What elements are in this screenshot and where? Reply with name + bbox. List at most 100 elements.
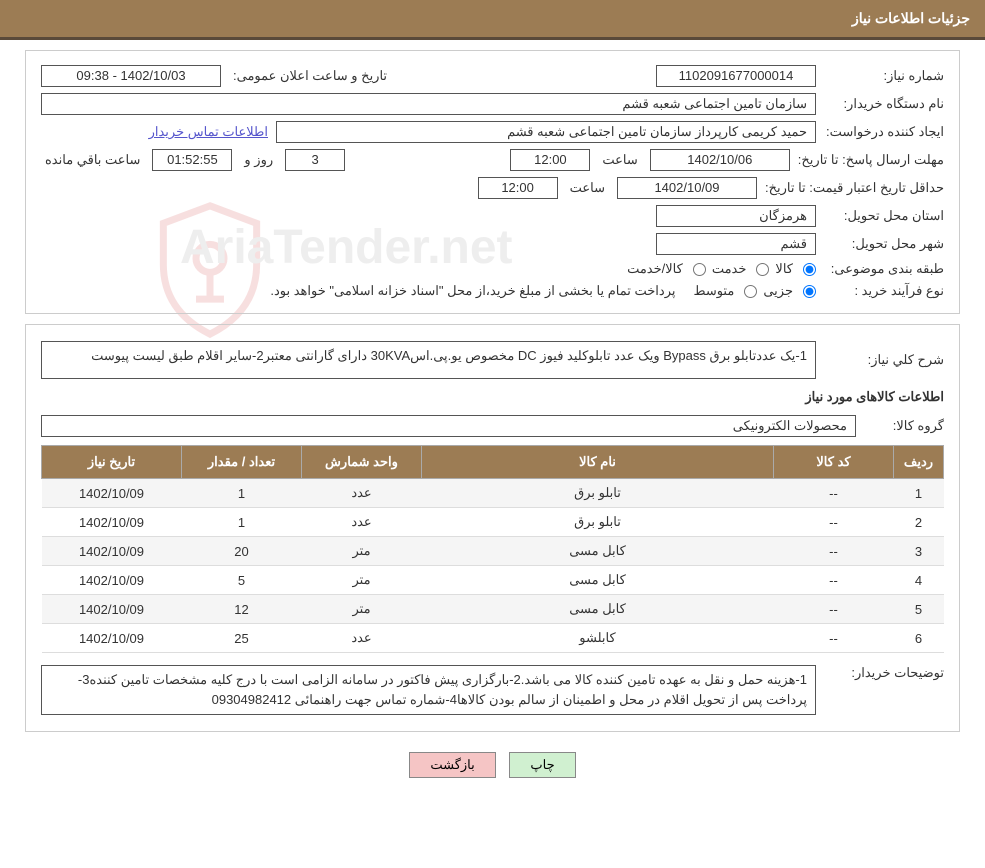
- cell-unit: عدد: [302, 479, 422, 508]
- cell-qty: 5: [182, 566, 302, 595]
- cell-code: --: [774, 566, 894, 595]
- reply-deadline-date: 1402/10/06: [650, 149, 790, 171]
- time-label-2: ساعت: [566, 180, 609, 196]
- cell-date: 1402/10/09: [42, 508, 182, 537]
- cell-unit: متر: [302, 537, 422, 566]
- cell-row: 5: [894, 595, 944, 624]
- table-row: 1--تابلو برقعدد11402/10/09: [42, 479, 944, 508]
- page-header: جزئیات اطلاعات نیاز: [0, 0, 985, 40]
- purchase-partial-radio[interactable]: [803, 285, 816, 298]
- table-row: 4--کابل مسیمتر51402/10/09: [42, 566, 944, 595]
- category-service-radio[interactable]: [756, 263, 769, 276]
- cell-date: 1402/10/09: [42, 479, 182, 508]
- group-value: محصولات الکترونیکی: [41, 415, 856, 437]
- cell-code: --: [774, 508, 894, 537]
- cell-name: کابل مسی: [422, 566, 774, 595]
- table-row: 6--کابلشوعدد251402/10/09: [42, 624, 944, 653]
- th-code: کد کالا: [774, 446, 894, 479]
- th-unit: واحد شمارش: [302, 446, 422, 479]
- days-suffix: روز و: [240, 152, 277, 168]
- cell-date: 1402/10/09: [42, 537, 182, 566]
- cell-date: 1402/10/09: [42, 566, 182, 595]
- details-panel: شماره نیاز: 1102091677000014 تاریخ و ساع…: [25, 50, 960, 314]
- city-label: شهر محل تحویل:: [824, 236, 944, 252]
- cell-qty: 1: [182, 508, 302, 537]
- purchase-partial-label: جزیی: [763, 283, 793, 299]
- description-label: شرح کلي نياز:: [824, 352, 944, 368]
- purchase-note: پرداخت تمام یا بخشی از مبلغ خرید،از محل …: [270, 283, 675, 299]
- th-date: تاریخ نیاز: [42, 446, 182, 479]
- price-validity-date: 1402/10/09: [617, 177, 757, 199]
- purchase-type-label: نوع فرآیند خرید :: [824, 283, 944, 299]
- cell-unit: عدد: [302, 508, 422, 537]
- price-validity-time: 12:00: [478, 177, 558, 199]
- button-row: چاپ بازگشت: [0, 742, 985, 788]
- cell-unit: متر: [302, 595, 422, 624]
- buyer-notes-label: توضیحات خریدار:: [824, 665, 944, 681]
- category-goods-radio[interactable]: [803, 263, 816, 276]
- buyer-org-label: نام دستگاه خریدار:: [824, 96, 944, 112]
- group-label: گروه کالا:: [864, 418, 944, 434]
- announce-date-label: تاریخ و ساعت اعلان عمومی:: [229, 68, 391, 84]
- purchase-medium-label: متوسط: [693, 283, 734, 299]
- th-qty: تعداد / مقدار: [182, 446, 302, 479]
- reply-deadline-label: مهلت ارسال پاسخ: تا تاریخ:: [798, 152, 944, 168]
- reply-deadline-time: 12:00: [510, 149, 590, 171]
- cell-name: کابلشو: [422, 624, 774, 653]
- remaining-label: ساعت باقي مانده: [41, 152, 144, 168]
- category-goods-service-label: کالا/خدمت: [627, 261, 683, 277]
- cell-date: 1402/10/09: [42, 624, 182, 653]
- back-button[interactable]: بازگشت: [409, 752, 495, 778]
- cell-unit: متر: [302, 566, 422, 595]
- buyer-contact-link[interactable]: اطلاعات تماس خریدار: [149, 124, 268, 140]
- cell-row: 3: [894, 537, 944, 566]
- province-value: هرمزگان: [656, 205, 816, 227]
- time-label-1: ساعت: [598, 152, 641, 168]
- cell-qty: 1: [182, 479, 302, 508]
- cell-row: 6: [894, 624, 944, 653]
- category-service-label: خدمت: [712, 261, 747, 277]
- table-row: 2--تابلو برقعدد11402/10/09: [42, 508, 944, 537]
- requester-label: ایجاد کننده درخواست:: [824, 124, 944, 140]
- need-number-value: 1102091677000014: [656, 65, 816, 87]
- th-row: ردیف: [894, 446, 944, 479]
- cell-name: تابلو برق: [422, 479, 774, 508]
- cell-code: --: [774, 537, 894, 566]
- countdown-timer: 01:52:55: [152, 149, 232, 171]
- description-value: 1-یک عددتابلو برق Bypass ویک عدد تابلوکل…: [41, 341, 816, 379]
- table-row: 5--کابل مسیمتر121402/10/09: [42, 595, 944, 624]
- cell-code: --: [774, 595, 894, 624]
- cell-row: 1: [894, 479, 944, 508]
- cell-qty: 25: [182, 624, 302, 653]
- cell-qty: 20: [182, 537, 302, 566]
- province-label: استان محل تحویل:: [824, 208, 944, 224]
- cell-row: 4: [894, 566, 944, 595]
- page-title: جزئیات اطلاعات نیاز: [852, 10, 970, 26]
- cell-code: --: [774, 479, 894, 508]
- cell-row: 2: [894, 508, 944, 537]
- cell-qty: 12: [182, 595, 302, 624]
- cell-name: کابل مسی: [422, 537, 774, 566]
- days-remaining: 3: [285, 149, 345, 171]
- requester-value: حمید کریمی کارپرداز سازمان تامین اجتماعی…: [276, 121, 816, 143]
- items-section-title: اطلاعات کالاهای مورد نیاز: [41, 389, 944, 405]
- print-button[interactable]: چاپ: [509, 752, 575, 778]
- cell-unit: عدد: [302, 624, 422, 653]
- category-label: طبقه بندی موضوعی:: [824, 261, 944, 277]
- buyer-org-value: سازمان تامین اجتماعی شعبه قشم: [41, 93, 816, 115]
- need-number-label: شماره نیاز:: [824, 68, 944, 84]
- cell-code: --: [774, 624, 894, 653]
- cell-date: 1402/10/09: [42, 595, 182, 624]
- category-goods-service-radio[interactable]: [693, 263, 706, 276]
- table-row: 3--کابل مسیمتر201402/10/09: [42, 537, 944, 566]
- items-table: ردیف کد کالا نام کالا واحد شمارش تعداد /…: [41, 445, 944, 653]
- announce-date-value: 1402/10/03 - 09:38: [41, 65, 221, 87]
- th-name: نام کالا: [422, 446, 774, 479]
- city-value: قشم: [656, 233, 816, 255]
- cell-name: تابلو برق: [422, 508, 774, 537]
- category-goods-label: کالا: [775, 261, 793, 277]
- items-panel: شرح کلي نياز: 1-یک عددتابلو برق Bypass و…: [25, 324, 960, 732]
- purchase-medium-radio[interactable]: [744, 285, 757, 298]
- buyer-notes-value: 1-هزینه حمل و نقل به عهده تامین کننده کا…: [41, 665, 816, 715]
- price-validity-label: حداقل تاریخ اعتبار قیمت: تا تاریخ:: [765, 180, 944, 196]
